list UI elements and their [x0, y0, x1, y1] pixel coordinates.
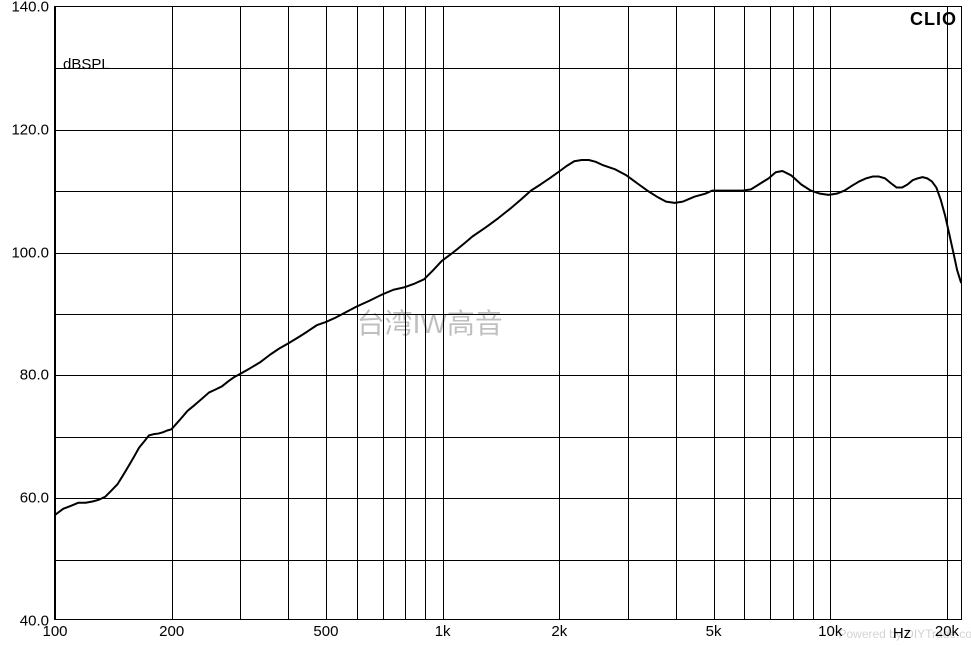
gridline-vertical	[55, 7, 56, 619]
gridline-horizontal	[55, 375, 961, 376]
gridline-vertical	[947, 7, 948, 619]
gridline-horizontal	[55, 191, 961, 192]
gridline-vertical	[288, 7, 289, 619]
watermark-footer: Powered by DIYTrade.com	[838, 627, 971, 641]
x-tick-label: 1k	[435, 619, 451, 640]
gridline-vertical	[793, 7, 794, 619]
y-tick-label: 140.0	[11, 0, 55, 16]
x-tick-label: 200	[159, 619, 184, 640]
x-tick-label: 2k	[551, 619, 567, 640]
gridline-vertical	[813, 7, 814, 619]
gridline-vertical	[628, 7, 629, 619]
gridline-vertical	[172, 7, 173, 619]
gridline-vertical	[676, 7, 677, 619]
gridline-vertical	[240, 7, 241, 619]
x-tick-label: 500	[313, 619, 338, 640]
gridline-horizontal	[55, 560, 961, 561]
y-tick-label: 80.0	[20, 367, 55, 384]
gridline-horizontal	[55, 498, 961, 499]
y-tick-label: 100.0	[11, 244, 55, 261]
x-tick-label: 100	[42, 619, 67, 640]
gridline-horizontal	[55, 314, 961, 315]
gridline-vertical	[326, 7, 327, 619]
y-tick-label: 60.0	[20, 490, 55, 507]
x-tick-label: 5k	[706, 619, 722, 640]
gridline-vertical	[559, 7, 560, 619]
gridline-vertical	[744, 7, 745, 619]
y-axis-unit: dBSPL	[63, 56, 110, 73]
gridline-horizontal	[55, 437, 961, 438]
response-curve	[55, 7, 961, 619]
watermark-center: 台湾IW高音	[357, 302, 503, 342]
gridline-vertical	[770, 7, 771, 619]
y-tick-label: 120.0	[11, 121, 55, 138]
gridline-vertical	[714, 7, 715, 619]
plot-area: CLIO 40.060.080.0100.0120.0140.010020050…	[54, 6, 962, 620]
series-line	[55, 160, 961, 515]
frequency-response-chart: CLIO 40.060.080.0100.0120.0140.010020050…	[0, 0, 971, 646]
gridline-horizontal	[55, 253, 961, 254]
gridline-horizontal	[55, 130, 961, 131]
gridline-vertical	[830, 7, 831, 619]
gridline-horizontal	[55, 68, 961, 69]
